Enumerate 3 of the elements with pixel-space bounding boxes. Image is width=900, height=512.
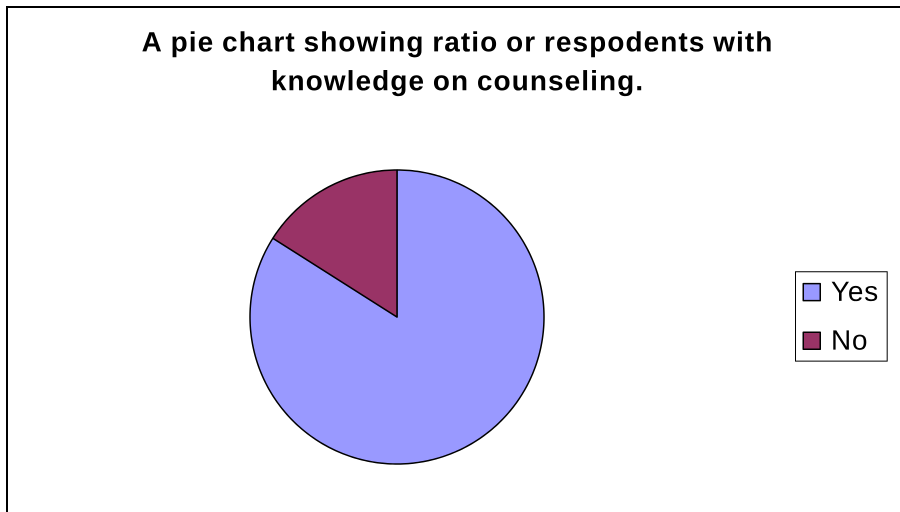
- legend-label: No: [833, 330, 866, 350]
- chart-title: A pie chart showing ratio or respodents with knowledge on counseling.: [142, 31, 771, 96]
- legend-label: Yes: [832, 282, 878, 302]
